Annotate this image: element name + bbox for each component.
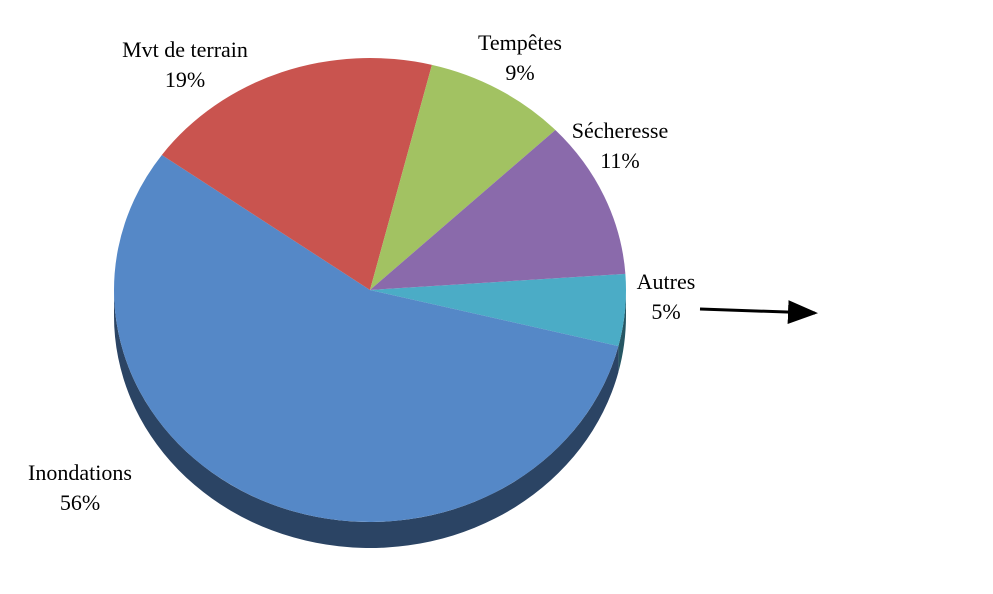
pie-slice	[370, 273, 627, 347]
slice-label: Inondations	[28, 460, 132, 485]
pie	[113, 57, 627, 522]
slice-label: Mvt de terrain	[122, 37, 248, 62]
pie-slice	[370, 64, 556, 290]
arrow	[699, 300, 818, 325]
slice-label: Tempêtes	[478, 30, 562, 55]
slice-label: Autres	[637, 269, 696, 294]
pie-slice	[370, 130, 626, 290]
labels: Autres 5% Inondations 56% Mvt de terrain 19% T…	[28, 30, 695, 515]
pie-depth	[114, 290, 626, 549]
pie-slice	[161, 57, 432, 290]
value-label: 11%	[600, 148, 640, 173]
value-label: 56%	[60, 490, 100, 515]
value-label: 9%	[505, 60, 534, 85]
pie-slice	[113, 154, 619, 522]
pie-side	[618, 290, 626, 373]
value-label: 5%	[651, 299, 680, 324]
value-label: 19%	[165, 67, 205, 92]
slice-label: Sécheresse	[572, 118, 669, 143]
